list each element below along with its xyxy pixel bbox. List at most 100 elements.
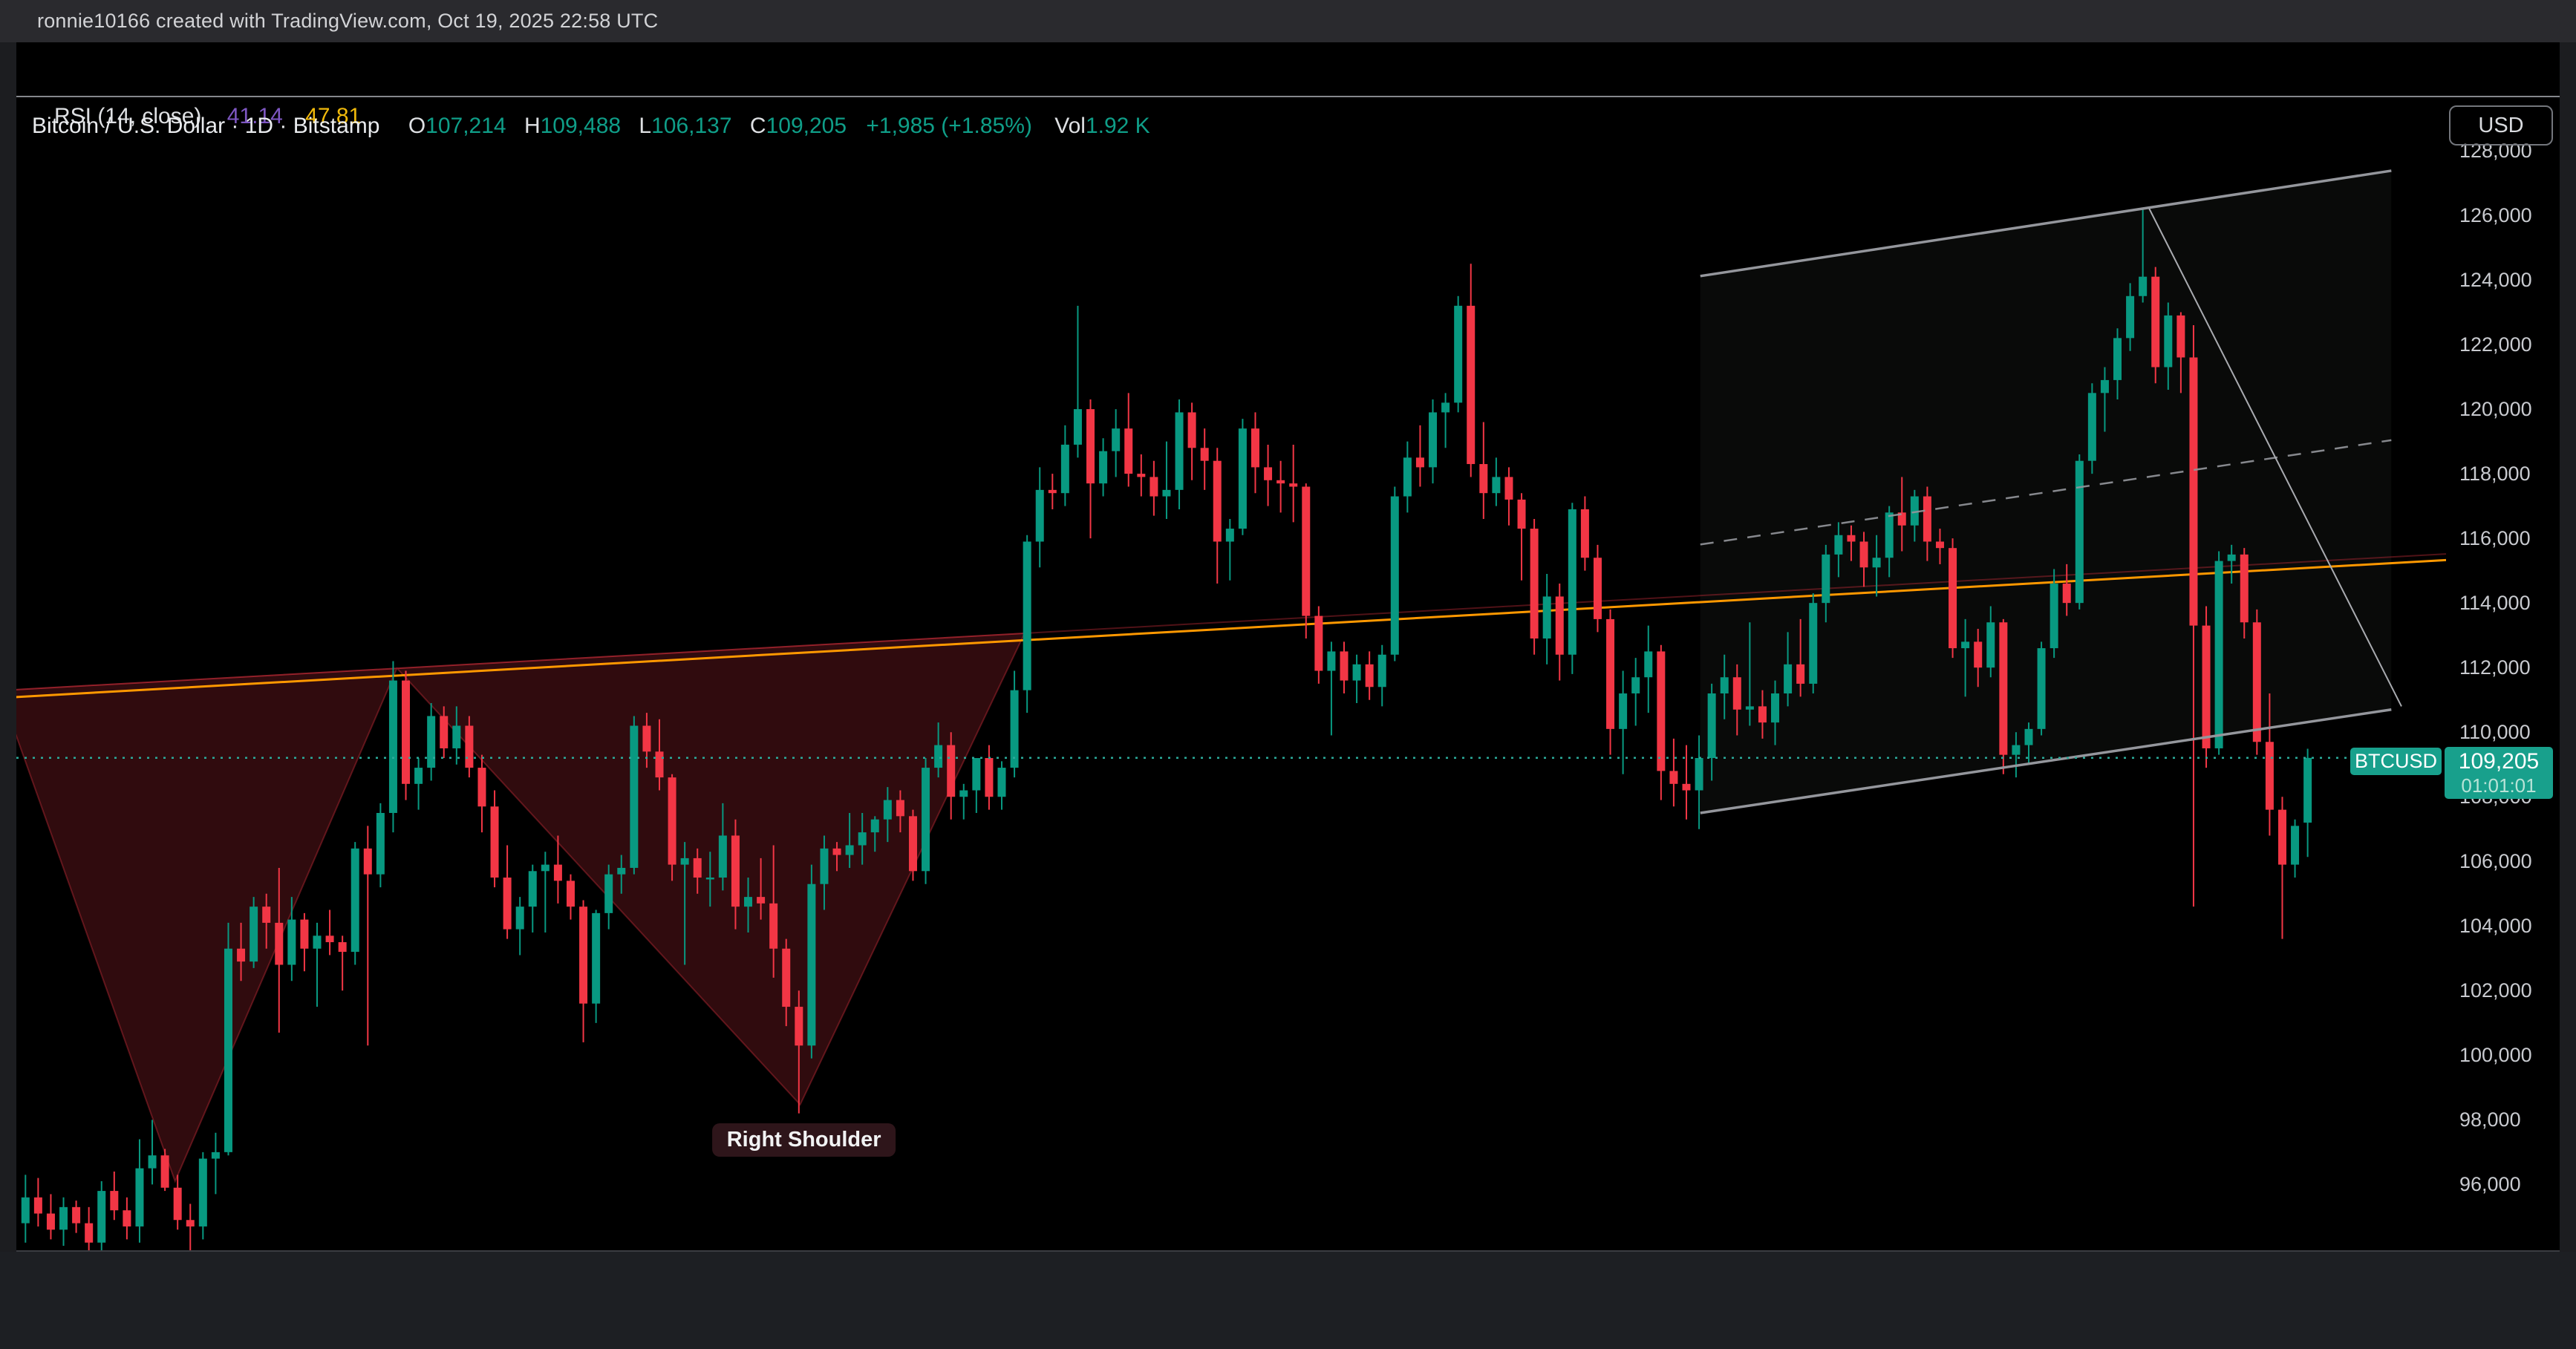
candle-body [1264, 467, 1273, 480]
price-axis-label: 98,000 [2459, 1108, 2521, 1131]
attribution-text: ronnie10166 created with TradingView.com… [37, 10, 659, 32]
candle-body [668, 777, 676, 865]
symbol-legend: Bitcoin / U.S. Dollar · 1D · Bitstamp O1… [32, 111, 1150, 141]
candle-body [2113, 338, 2122, 380]
candle-body [718, 835, 727, 878]
candle-body [680, 858, 689, 865]
candle-body [402, 680, 411, 784]
candle-body [1086, 409, 1095, 484]
pane-separator[interactable] [16, 96, 2560, 97]
candle-body [376, 812, 385, 875]
candle-body [452, 725, 461, 748]
channel-upper-line[interactable] [1700, 169, 2392, 278]
volume-value: 1.92 K [1085, 114, 1150, 138]
rsi-ma-value: 47.81 [305, 104, 362, 128]
candle-body [1758, 706, 1767, 723]
candle-body [2050, 584, 2058, 649]
candle-body [1732, 677, 1741, 710]
candle-body [604, 874, 613, 913]
currency-toggle-button[interactable]: USD [2449, 105, 2553, 146]
last-price-value: 109,205 [2458, 748, 2540, 774]
descending-line[interactable] [2148, 208, 2402, 707]
candle-body [1542, 596, 1551, 639]
open-label: O [408, 114, 426, 138]
price-axis-label: 100,000 [2459, 1044, 2532, 1067]
right-shoulder-label[interactable]: Right Shoulder [711, 1123, 896, 1157]
candle-body [1187, 412, 1196, 448]
candle-body [959, 790, 968, 797]
candle-body [2062, 584, 2071, 604]
symbol-title: Bitcoin / U.S. Dollar · 1D · Bitstamp [32, 114, 380, 138]
candle-body [1492, 477, 1501, 494]
candle-body [1467, 305, 1476, 465]
candle-body [250, 907, 258, 962]
candle-body [1784, 664, 1793, 693]
candle-body [2202, 625, 2211, 748]
candle-body [300, 919, 309, 949]
candle-body [1619, 693, 1628, 729]
candle-body [515, 907, 524, 930]
last-price-symbol-badge: BTCUSD [2350, 747, 2442, 775]
close-label: C [749, 114, 766, 138]
candle-body [427, 716, 436, 768]
candle-body [59, 1206, 68, 1230]
change-value: +1,985 (+1.85%) [866, 114, 1032, 138]
candle-body [782, 948, 791, 1007]
candle-body [883, 800, 892, 820]
attribution-bar: ronnie10166 created with TradingView.com… [0, 0, 2576, 42]
candle-body [224, 948, 232, 1152]
candle-body [1073, 409, 1082, 445]
price-axis-label: 124,000 [2459, 269, 2532, 292]
last-price-badge: 109,205 01:01:01 [2445, 746, 2553, 799]
candle-body [642, 725, 651, 752]
candle-body [566, 881, 575, 907]
open-value: 107,214 [425, 114, 506, 138]
candle-body [1454, 305, 1463, 403]
candle-body [1949, 548, 1957, 649]
candle-body [1112, 428, 1121, 451]
candle-body [1657, 651, 1666, 771]
candle-body [186, 1220, 195, 1226]
candle-body [693, 858, 702, 878]
price-axis-label: 96,000 [2459, 1173, 2521, 1196]
candle-body [1023, 541, 1031, 690]
orange-trendline[interactable] [16, 558, 2446, 699]
candle-body [1517, 499, 1526, 529]
candle-body [1897, 512, 1906, 526]
channel-lower-line[interactable] [1700, 708, 2392, 814]
candle-body [1137, 474, 1146, 477]
candle-body [807, 883, 816, 1046]
rsi-value: 41.14 [226, 104, 283, 128]
candle-body [1834, 535, 1843, 555]
price-axis-label: 118,000 [2459, 463, 2531, 486]
price-axis-label: 104,000 [2459, 915, 2532, 938]
candle-body [757, 897, 766, 904]
candle-body [1048, 489, 1057, 494]
candle-body [947, 745, 956, 797]
price-chart-canvas[interactable] [16, 45, 2446, 1252]
candle-body [160, 1155, 169, 1188]
candle-body [1986, 622, 1995, 668]
candle-body [1302, 486, 1311, 616]
price-axis-label: 116,000 [2459, 527, 2531, 550]
candle-body [2100, 379, 2109, 393]
candle-body [1010, 690, 1019, 768]
footer-bar: TradingView [0, 1252, 2576, 1349]
candle-body [1682, 783, 1691, 791]
candle-body [2151, 276, 2160, 368]
candle-body [1580, 509, 1589, 558]
candle-body [237, 948, 246, 962]
candle-body [2012, 745, 2021, 755]
candle-body [1250, 428, 1259, 468]
head-and-shoulders-pattern[interactable] [16, 632, 1026, 1183]
parallel-channel-fill[interactable] [1700, 170, 2392, 813]
high-value: 109,488 [540, 114, 622, 138]
candle-body [1429, 412, 1438, 468]
candle-body [21, 1197, 30, 1224]
candle-body [630, 725, 639, 868]
candle-body [528, 871, 537, 907]
pattern-neck-line[interactable] [16, 553, 2446, 690]
candle-body [338, 942, 347, 953]
candle-body [934, 745, 943, 768]
